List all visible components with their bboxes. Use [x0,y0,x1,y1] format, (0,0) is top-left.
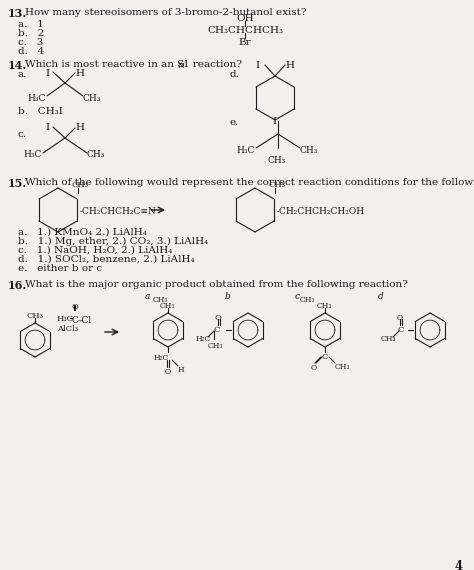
Text: 14.: 14. [8,60,27,71]
Text: H: H [178,366,185,374]
Text: CH₃: CH₃ [208,342,223,350]
Text: C: C [322,353,328,361]
Text: c.   1.) NaOH, H₂O, 2.) LiAlH₄: c. 1.) NaOH, H₂O, 2.) LiAlH₄ [18,246,173,255]
Text: 1 reaction?: 1 reaction? [183,60,242,69]
Text: CH₃: CH₃ [83,94,101,103]
Text: -CH₂CHCH₂CH₂OH: -CH₂CHCH₂CH₂OH [277,207,365,216]
Text: CH₃: CH₃ [27,312,44,320]
Text: CH₃: CH₃ [160,302,175,310]
Text: O: O [311,364,317,372]
Text: C: C [72,316,79,325]
Text: a.   1.) KMnO₄ 2.) LiAlH₄: a. 1.) KMnO₄ 2.) LiAlH₄ [18,228,147,237]
Text: H₂C: H₂C [154,354,169,362]
Text: a: a [145,292,150,301]
Text: H₃C: H₃C [57,315,74,323]
Text: CH₃: CH₃ [300,296,315,304]
Text: C: C [398,326,404,334]
Text: b.   2: b. 2 [18,29,45,38]
Text: e.: e. [230,118,239,127]
Text: AlCl₃: AlCl₃ [57,325,78,333]
Text: 16.: 16. [8,280,27,291]
Text: Br: Br [239,38,251,47]
Text: CH₃: CH₃ [268,156,286,165]
Text: c.: c. [18,130,27,139]
Text: CH₃: CH₃ [72,181,89,189]
Text: c.   3: c. 3 [18,38,44,47]
Text: CH₃: CH₃ [153,296,168,304]
Text: I: I [256,61,260,70]
Text: H: H [285,61,294,70]
Text: Which of the following would represent the correct reaction conditions for the f: Which of the following would represent t… [25,178,474,187]
Text: CH₃: CH₃ [381,335,396,343]
Text: d.   1.) SOCl₂, benzene, 2.) LiAlH₄: d. 1.) SOCl₂, benzene, 2.) LiAlH₄ [18,255,195,264]
Text: 4: 4 [455,560,463,570]
Text: H₃C: H₃C [236,146,255,155]
Text: CH₃: CH₃ [300,146,319,155]
Text: CH₃: CH₃ [87,150,105,159]
Text: c: c [295,292,300,301]
Text: -CH₂CHCH₂C≡N: -CH₂CHCH₂C≡N [80,207,157,216]
Text: a.   1: a. 1 [18,20,44,29]
Text: b: b [225,292,231,301]
Text: 13.: 13. [8,8,27,19]
Text: CH₃: CH₃ [317,302,332,310]
Text: –Cl: –Cl [78,316,92,325]
Text: What is the major organic product obtained from the following reaction?: What is the major organic product obtain… [25,280,408,289]
Text: e.   either b or c: e. either b or c [18,264,102,273]
Text: O: O [215,314,222,322]
Text: CH₃CHCHCH₃: CH₃CHCHCH₃ [207,26,283,35]
Text: 15.: 15. [8,178,27,189]
Text: d.: d. [230,70,240,79]
Text: H₂C: H₂C [196,335,211,343]
Text: H: H [75,123,84,132]
Text: Which is most reactive in an S: Which is most reactive in an S [25,60,184,69]
Text: d.   4: d. 4 [18,47,44,56]
Text: CH₃: CH₃ [335,363,350,371]
Text: I: I [46,123,50,132]
Text: O: O [72,303,79,311]
Text: b.   CH₃I: b. CH₃I [18,107,63,116]
Text: a.: a. [18,70,27,79]
Text: CH₃: CH₃ [269,181,286,189]
Text: d: d [378,292,384,301]
Text: H₃C: H₃C [27,94,46,103]
Text: C: C [214,326,220,334]
Text: I: I [46,69,50,78]
Text: I: I [273,117,277,126]
Text: H: H [75,69,84,78]
Text: How many stereoisomers of 3-bromo-2-butanol exist?: How many stereoisomers of 3-bromo-2-buta… [25,8,307,17]
Text: O: O [165,368,171,376]
Text: OH: OH [236,14,254,23]
Text: N: N [178,62,185,70]
Text: O: O [397,314,403,322]
Text: H₃C: H₃C [23,150,41,159]
Text: b.   1.) Mg, ether, 2.) CO₂, 3.) LiAlH₄: b. 1.) Mg, ether, 2.) CO₂, 3.) LiAlH₄ [18,237,208,246]
